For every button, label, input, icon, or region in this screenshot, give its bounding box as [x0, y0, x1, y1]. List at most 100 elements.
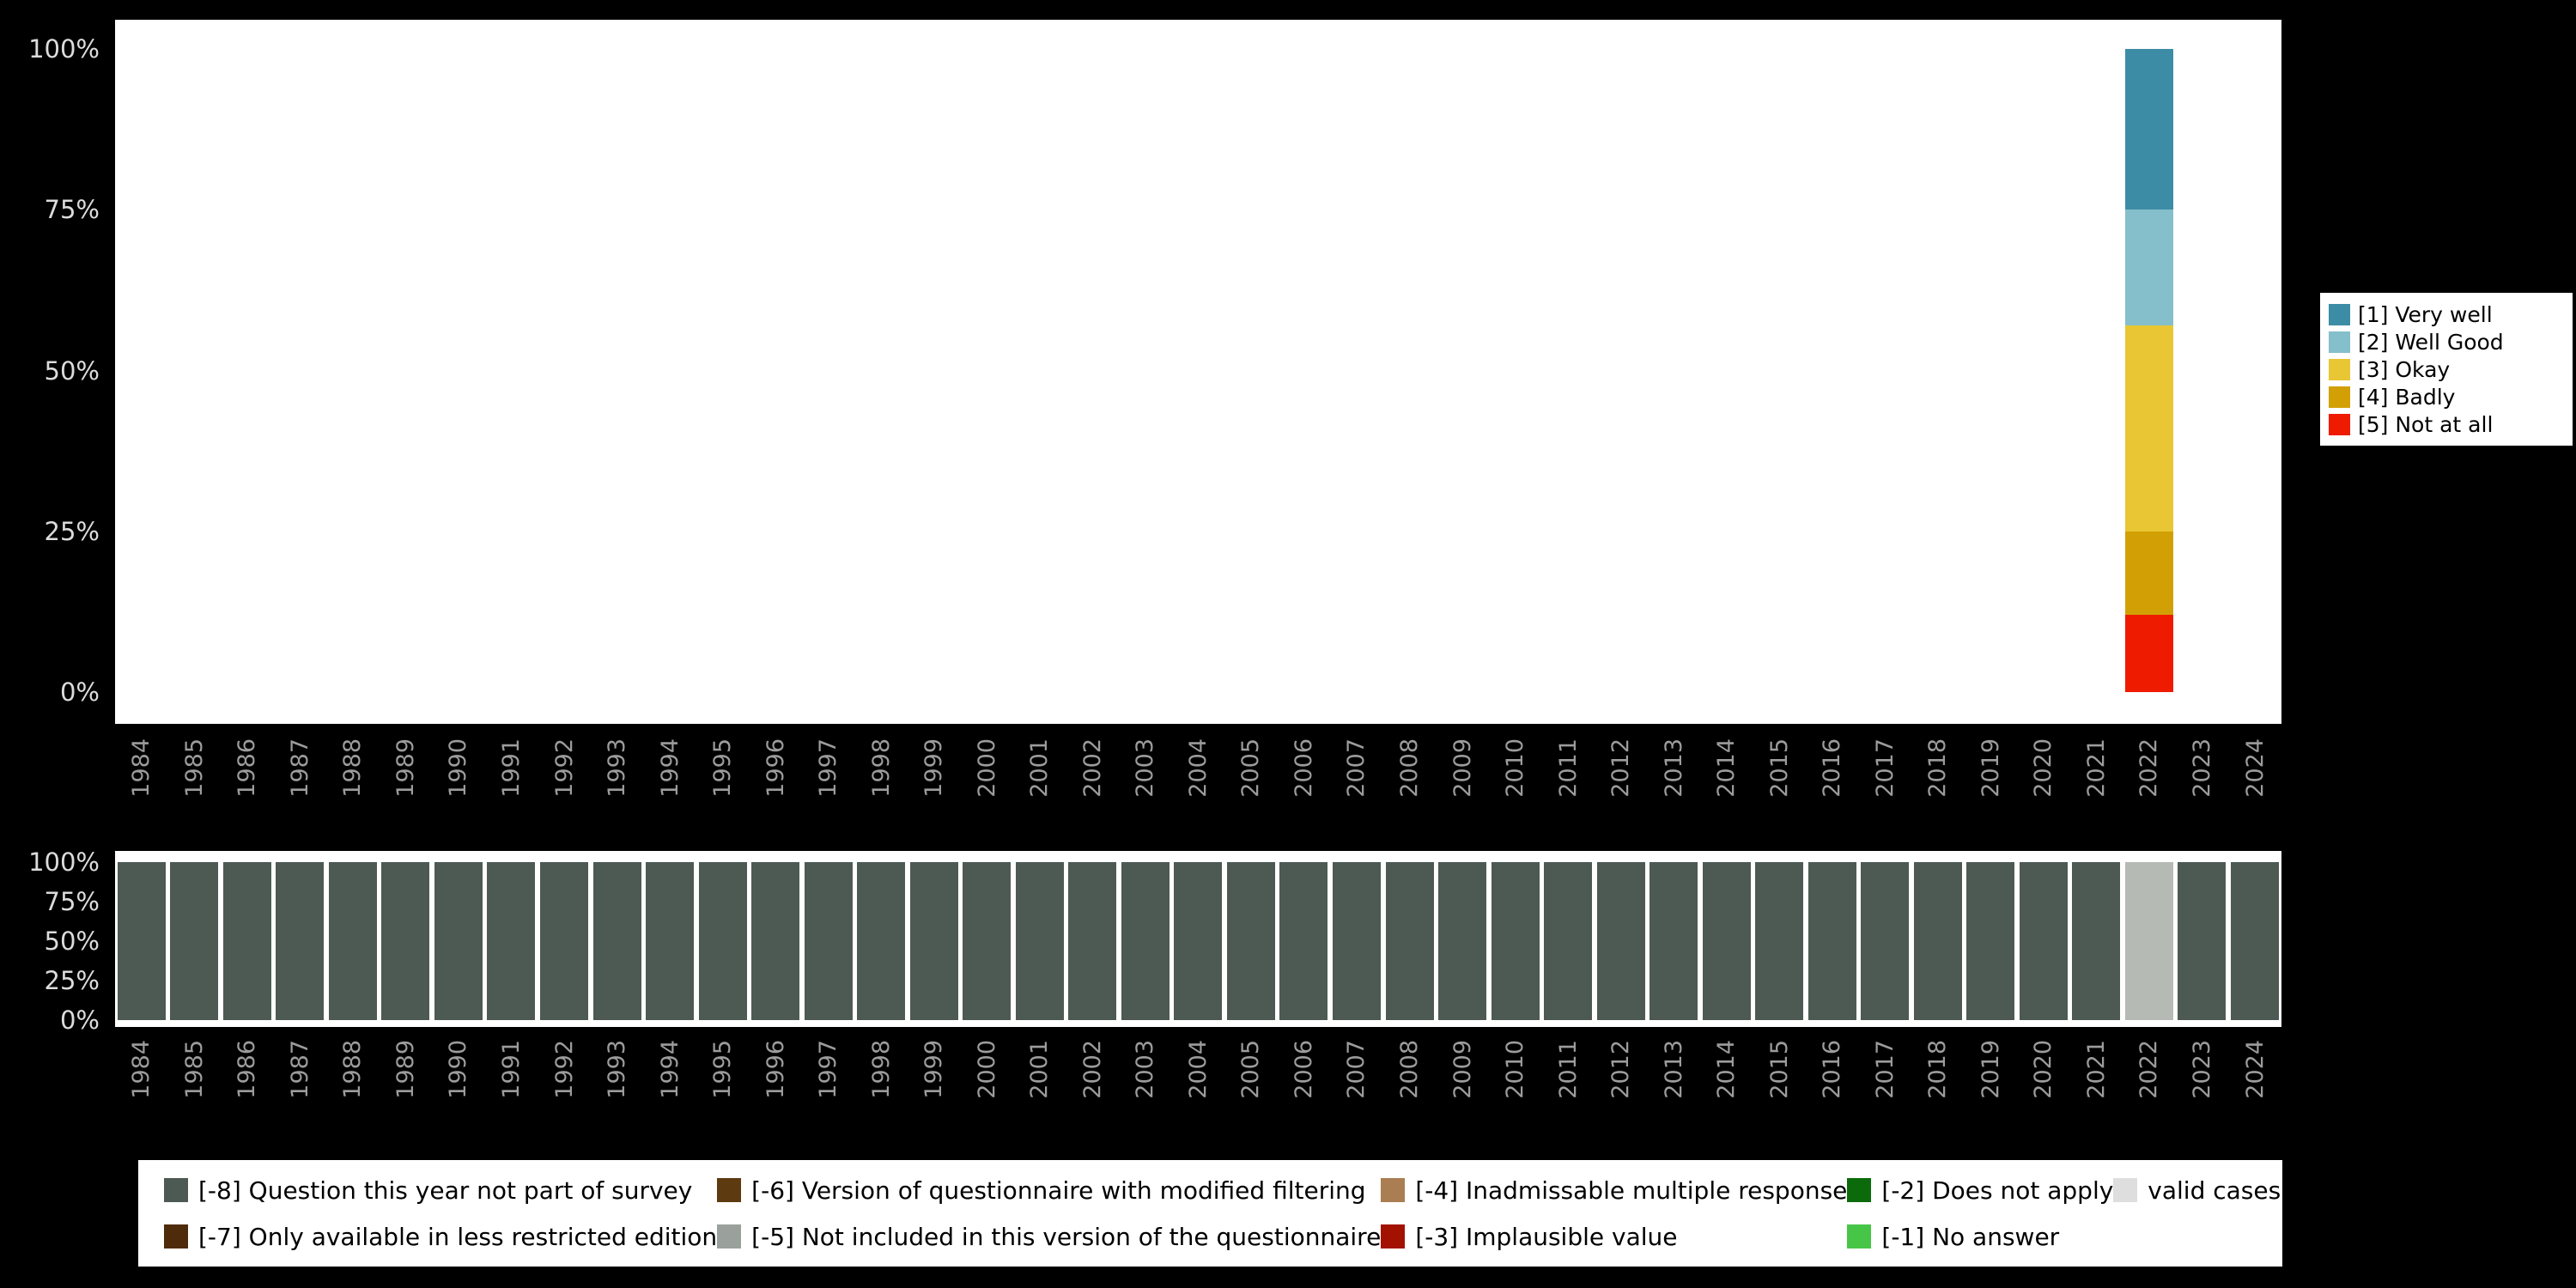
bar-slot-2024	[2228, 862, 2281, 1020]
x-axis-tick: 1990	[432, 1033, 485, 1145]
bar-slot-2021	[2070, 49, 2123, 692]
response-chart-y-axis: 100% 75% 50% 25% 0%	[0, 20, 106, 724]
bar-slot-2005	[1224, 49, 1278, 692]
x-axis-tick: 1993	[591, 1033, 644, 1145]
stacked-bar-1985	[170, 49, 218, 692]
year-label: 2005	[1237, 738, 1265, 798]
bar-segment	[276, 862, 325, 1020]
bar-slot-2017	[1859, 862, 1912, 1020]
x-axis-tick: 2014	[1700, 732, 1753, 843]
x-axis-tick: 1992	[538, 732, 591, 843]
x-axis-tick: 2010	[1489, 732, 1542, 843]
stacked-bar-1994	[646, 49, 694, 692]
stacked-bar-1994	[646, 862, 695, 1020]
y-axis-tick-label: 100%	[28, 34, 100, 64]
stacked-bar-1986	[222, 862, 271, 1020]
stacked-bar-2022	[2124, 49, 2173, 692]
x-axis-tick: 1989	[380, 732, 433, 843]
x-axis-tick: 1986	[221, 732, 274, 843]
year-label: 1996	[762, 1040, 789, 1099]
stacked-bar-1985	[170, 862, 219, 1020]
bar-segment	[2124, 531, 2173, 616]
year-label: 2012	[1607, 1040, 1635, 1099]
response-distribution-chart	[115, 20, 2281, 724]
year-label: 2009	[1449, 1040, 1476, 1099]
stacked-bar-2009	[1438, 862, 1487, 1020]
bar-slot-2016	[1806, 49, 1859, 692]
bar-slot-2021	[2070, 862, 2123, 1020]
bar-slot-2005	[1224, 862, 1278, 1020]
stacked-bar-2001	[1016, 49, 1064, 692]
legend-item-label: [-1] No answer	[1881, 1222, 2060, 1251]
y-axis-tick-label: 100%	[28, 848, 100, 877]
stacked-bar-1988	[328, 862, 377, 1020]
stacked-bar-1989	[381, 49, 429, 692]
year-label: 1985	[180, 738, 208, 798]
y-axis-tick-label: 75%	[44, 887, 100, 916]
legend-color-swatch	[2113, 1178, 2138, 1202]
stacked-bar-2009	[1438, 49, 1486, 692]
stacked-bar-1987	[276, 49, 324, 692]
stacked-bar-1991	[487, 862, 536, 1020]
year-label: 2006	[1290, 1040, 1317, 1099]
bar-segment	[2178, 862, 2227, 1020]
stacked-bar-1993	[593, 49, 641, 692]
year-label: 2018	[1924, 1040, 1952, 1099]
year-label: 2012	[1607, 738, 1635, 798]
x-axis-tick: 2022	[2123, 732, 2176, 843]
bar-segment	[1544, 862, 1593, 1020]
y-axis-tick-label: 0%	[59, 1005, 100, 1035]
stacked-bar-2023	[2178, 862, 2227, 1020]
bar-slot-1988	[326, 862, 380, 1020]
bar-segment	[1438, 862, 1487, 1020]
stacked-bar-1989	[381, 862, 430, 1020]
x-axis-tick: 2017	[1859, 732, 1912, 843]
stacked-bar-1997	[805, 49, 853, 692]
bar-slot-1984	[115, 862, 168, 1020]
bar-segment	[857, 862, 906, 1020]
bar-segment	[1649, 862, 1698, 1020]
x-axis-tick: 1996	[749, 1033, 802, 1145]
stacked-bar-2005	[1227, 49, 1275, 692]
bar-segment	[170, 862, 219, 1020]
bar-slot-2004	[1172, 862, 1225, 1020]
stacked-bar-1999	[910, 49, 958, 692]
x-axis-tick: 2018	[1911, 1033, 1965, 1145]
x-axis-tick: 1998	[854, 1033, 908, 1145]
stacked-bar-2020	[2019, 862, 2068, 1020]
year-label: 2014	[1713, 738, 1741, 798]
bar-slot-2007	[1330, 49, 1383, 692]
stacked-bar-2021	[2072, 862, 2121, 1020]
x-axis-tick: 2000	[961, 732, 1014, 843]
x-axis-tick: 1997	[802, 732, 855, 843]
year-label: 1994	[656, 738, 683, 798]
stacked-bar-2019	[1966, 49, 2014, 692]
x-axis-tick: 1999	[908, 732, 961, 843]
x-axis-tick: 1989	[380, 1033, 433, 1145]
bar-slot-1986	[221, 862, 274, 1020]
bar-slot-2011	[1541, 862, 1595, 1020]
bar-slot-2009	[1436, 49, 1489, 692]
bar-slot-2002	[1066, 49, 1120, 692]
bar-segment	[328, 862, 377, 1020]
stacked-bar-1992	[540, 49, 588, 692]
x-axis-tick: 2006	[1278, 732, 1331, 843]
year-label: 2015	[1765, 738, 1793, 798]
legend-item-label: [-2] Does not apply	[1881, 1176, 2114, 1205]
bar-segment	[381, 862, 430, 1020]
x-axis-tick: 2004	[1172, 1033, 1225, 1145]
missing-chart-y-axis: 100% 75% 50% 25% 0%	[0, 848, 106, 1035]
bar-slot-2013	[1647, 862, 1700, 1020]
stacked-bar-2010	[1492, 49, 1540, 692]
year-label: 2019	[1977, 1040, 2004, 1099]
stacked-bar-2011	[1544, 862, 1593, 1020]
stacked-bar-2018	[1913, 862, 1962, 1020]
bar-slot-2019	[1965, 49, 2018, 692]
x-axis-tick: 2022	[2123, 1033, 2176, 1145]
x-axis-tick: 1994	[643, 732, 696, 843]
x-axis-tick: 2005	[1224, 1033, 1278, 1145]
year-label: 1990	[445, 738, 472, 798]
stacked-bar-1995	[698, 862, 747, 1020]
year-label: 1994	[656, 1040, 683, 1099]
stacked-bar-1995	[699, 49, 747, 692]
